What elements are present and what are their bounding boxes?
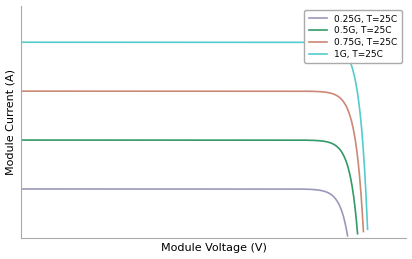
Line: 0.5G, T=25C: 0.5G, T=25C: [21, 140, 358, 234]
0.25G, T=25C: [151, 188, 156, 191]
1G, T=25C: [289, 41, 294, 44]
0.25G, T=25C: [52, 188, 57, 191]
Y-axis label: Module Current (A): Module Current (A): [5, 69, 16, 175]
0.5G, T=25C: [281, 139, 286, 142]
1G, T=25C: [365, 228, 370, 231]
0.75G, T=25C: [361, 230, 366, 233]
0.5G, T=25C: [19, 139, 23, 142]
0.75G, T=25C: [19, 90, 23, 93]
0.75G, T=25C: [286, 90, 290, 93]
0.5G, T=25C: [167, 139, 172, 142]
0.25G, T=25C: [273, 188, 278, 191]
0.5G, T=25C: [250, 139, 255, 142]
0.75G, T=25C: [254, 90, 259, 93]
1G, T=25C: [19, 41, 23, 44]
0.5G, T=25C: [53, 139, 58, 142]
0.25G, T=25C: [162, 188, 167, 191]
0.75G, T=25C: [157, 90, 162, 93]
0.75G, T=25C: [54, 90, 59, 93]
1G, T=25C: [257, 41, 262, 44]
0.5G, T=25C: [355, 232, 360, 235]
1G, T=25C: [171, 41, 176, 44]
1G, T=25C: [159, 41, 164, 44]
0.25G, T=25C: [279, 188, 284, 191]
Line: 0.75G, T=25C: 0.75G, T=25C: [21, 91, 363, 232]
0.75G, T=25C: [169, 90, 174, 93]
Line: 0.25G, T=25C: 0.25G, T=25C: [21, 189, 348, 236]
0.75G, T=25C: [292, 90, 297, 93]
X-axis label: Module Voltage (V): Module Voltage (V): [161, 243, 267, 254]
1G, T=25C: [54, 41, 59, 44]
1G, T=25C: [295, 41, 300, 44]
0.25G, T=25C: [243, 188, 248, 191]
0.5G, T=25C: [287, 139, 292, 142]
Line: 1G, T=25C: 1G, T=25C: [21, 42, 368, 229]
0.25G, T=25C: [345, 234, 350, 238]
0.25G, T=25C: [19, 188, 23, 191]
Legend: 0.25G, T=25C, 0.5G, T=25C, 0.75G, T=25C, 1G, T=25C: 0.25G, T=25C, 0.5G, T=25C, 0.75G, T=25C,…: [304, 10, 402, 63]
0.5G, T=25C: [154, 139, 159, 142]
